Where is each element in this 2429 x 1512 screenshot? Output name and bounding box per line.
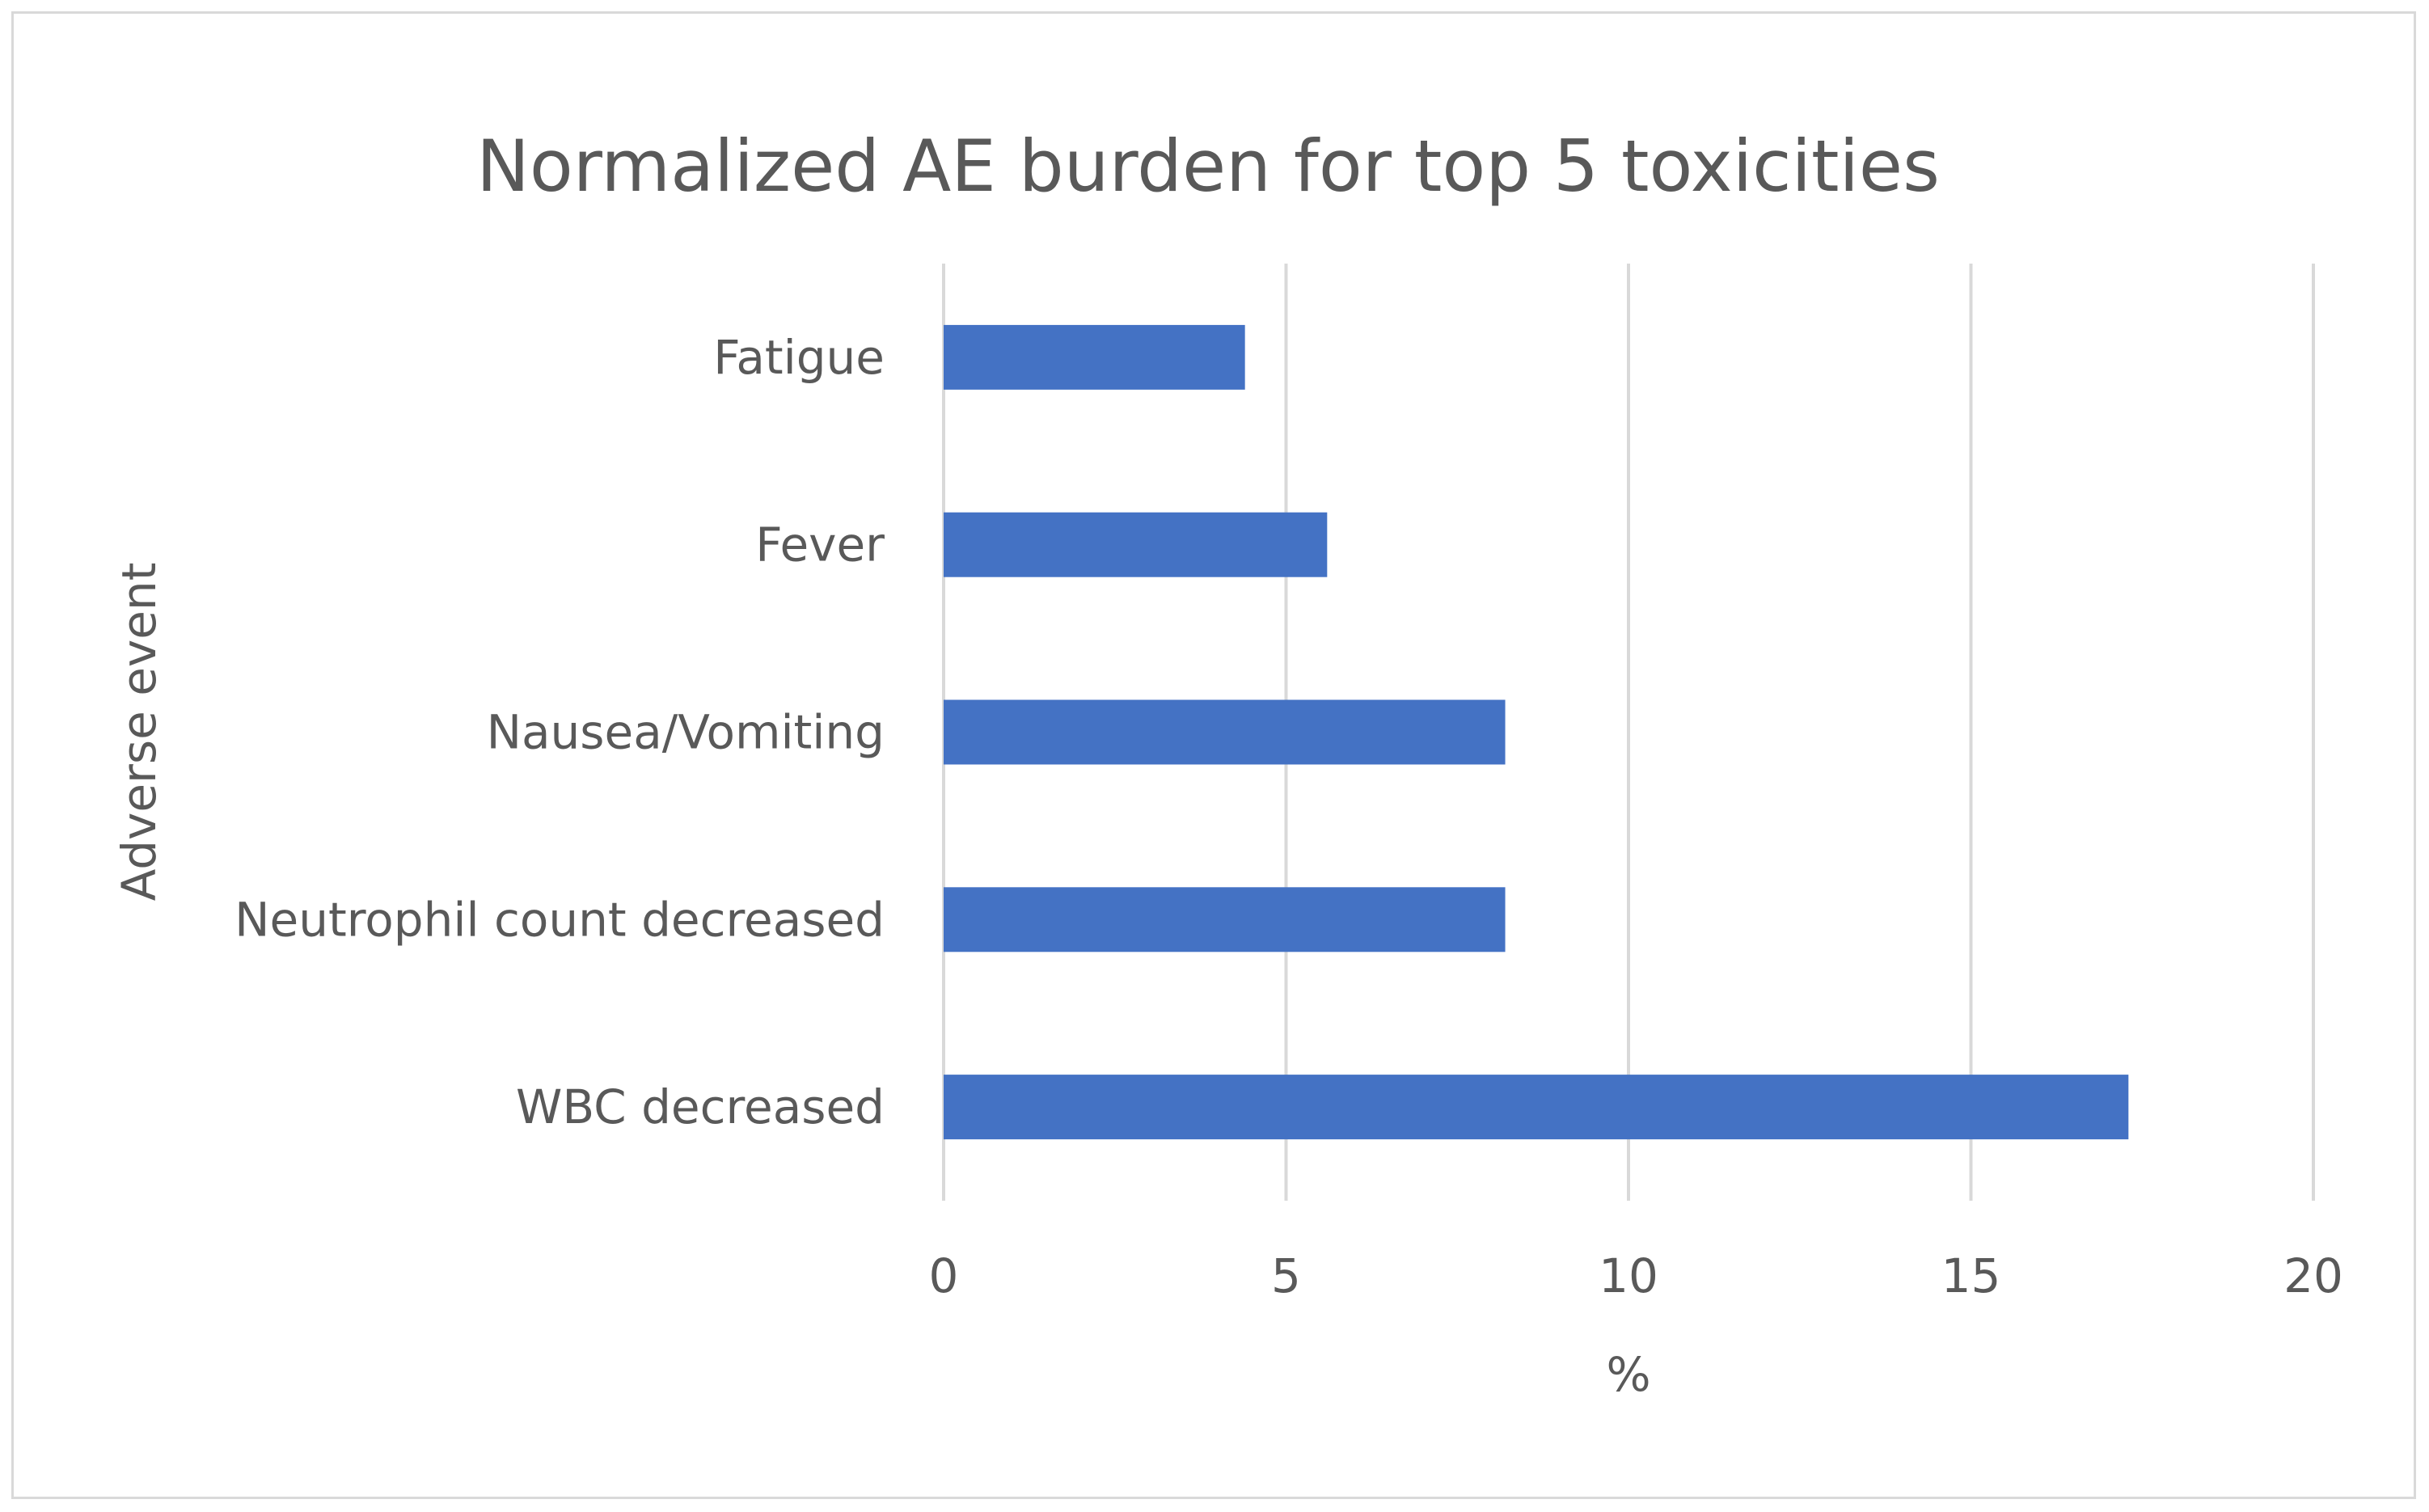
x-tick-label: 20 [2283, 1248, 2343, 1303]
category-label: Fatigue [713, 330, 885, 385]
bar [944, 512, 1328, 577]
x-tick-label: 10 [1599, 1248, 1658, 1303]
x-tick-label: 15 [1941, 1248, 2001, 1303]
category-label: Fever [755, 517, 885, 572]
x-axis-title: % [1606, 1347, 1650, 1402]
category-label: WBC decreased [516, 1079, 885, 1134]
category-label: Nausea/Vomiting [487, 705, 885, 760]
bar [944, 699, 1506, 765]
chart-title: Normalized AE burden for top 5 toxicitie… [476, 125, 1940, 208]
x-tick-label: 0 [929, 1248, 959, 1303]
category-label: Neutrophil count decreased [234, 892, 885, 947]
bar [944, 1075, 2129, 1140]
bar [944, 887, 1506, 952]
chart-frame [11, 11, 2416, 1499]
x-tick-label: 5 [1271, 1248, 1301, 1303]
y-axis-title: Adverse event [112, 563, 167, 902]
bar [944, 324, 1245, 390]
